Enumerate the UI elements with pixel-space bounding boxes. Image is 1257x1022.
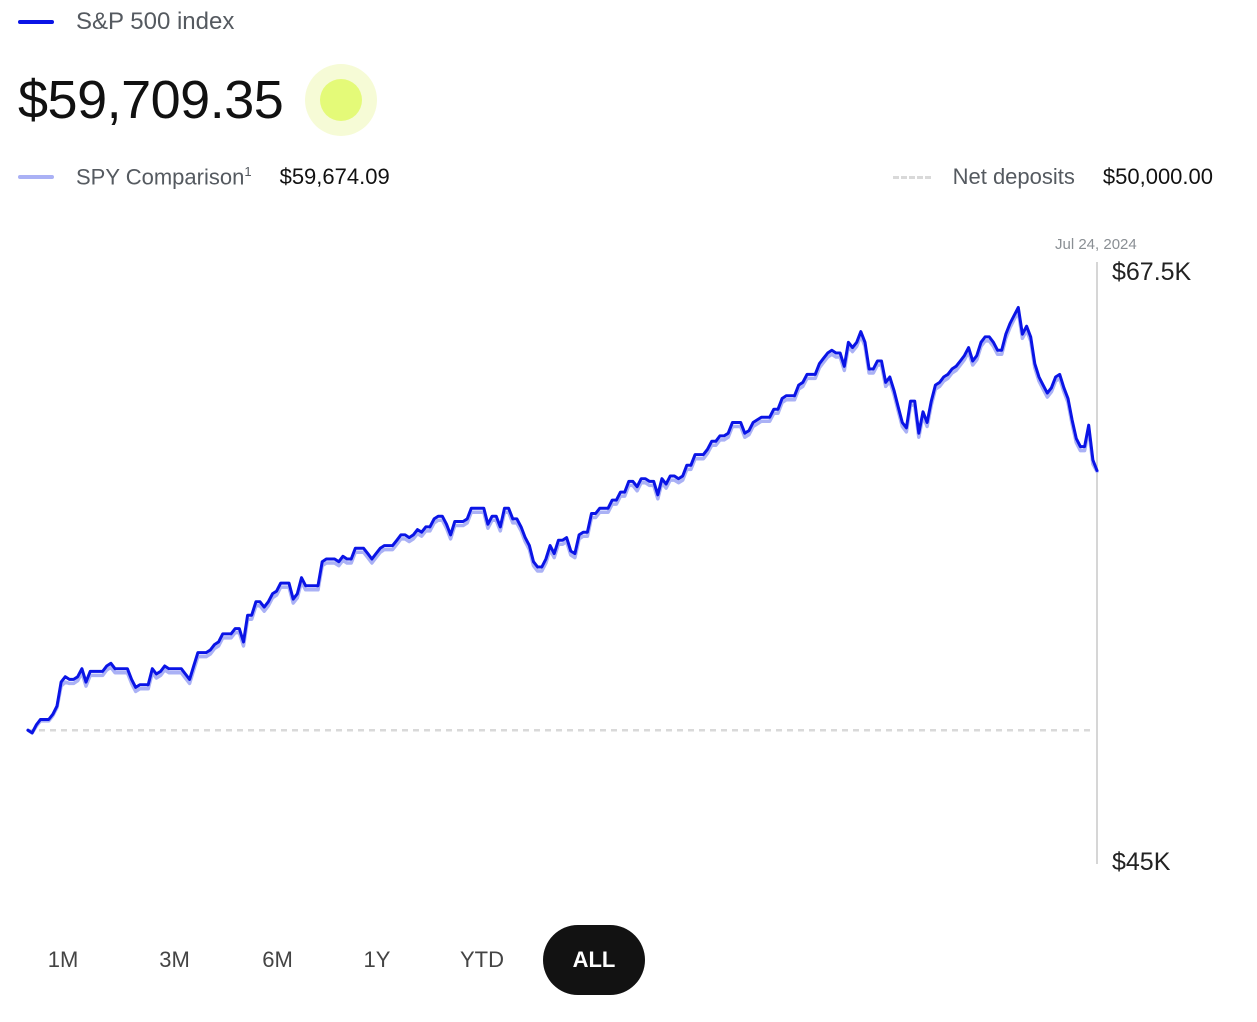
deposits-legend-label: Net deposits	[952, 164, 1075, 189]
range-1y-button[interactable]: 1Y	[329, 925, 425, 995]
sp500-swatch	[18, 20, 54, 24]
deposits-swatch	[892, 175, 931, 179]
sp500-series	[26, 306, 1099, 735]
range-1m-button[interactable]: 1M	[18, 925, 108, 995]
y-axis-max-label: $67.5K	[1112, 258, 1192, 286]
spy-comparison-series	[26, 309, 1099, 735]
sp500-legend-label: S&P 500 index	[76, 8, 235, 35]
portfolio-value: $59,709.35	[18, 70, 284, 130]
deposits-value: $50,000.00	[1102, 164, 1213, 189]
range-ytd-button[interactable]: YTD	[425, 925, 539, 995]
range-6m-button[interactable]: 6M	[226, 925, 329, 995]
comparison-legend: SPY Comparison1 $59,674.09 Net deposits …	[18, 160, 1213, 194]
main-legend: S&P 500 index	[18, 6, 234, 38]
spy-label-text: SPY Comparison	[76, 164, 245, 190]
hover-date-label: Jul 24, 2024	[1055, 236, 1137, 253]
value-row: $59,709.35	[18, 62, 378, 138]
footnote-marker[interactable]: 1	[244, 163, 252, 179]
range-all-button[interactable]: ALL	[543, 925, 645, 995]
live-dot-icon	[320, 79, 363, 121]
spy-legend-label: SPY Comparison1	[76, 164, 252, 190]
spy-value: $59,674.09	[279, 164, 390, 189]
y-axis-min-label: $45K	[1112, 848, 1171, 876]
spy-swatch	[18, 175, 54, 179]
range-selector: 1M 3M 6M 1Y YTD ALL	[18, 924, 645, 996]
live-indicator	[305, 64, 378, 136]
range-3m-button[interactable]: 3M	[123, 925, 226, 995]
